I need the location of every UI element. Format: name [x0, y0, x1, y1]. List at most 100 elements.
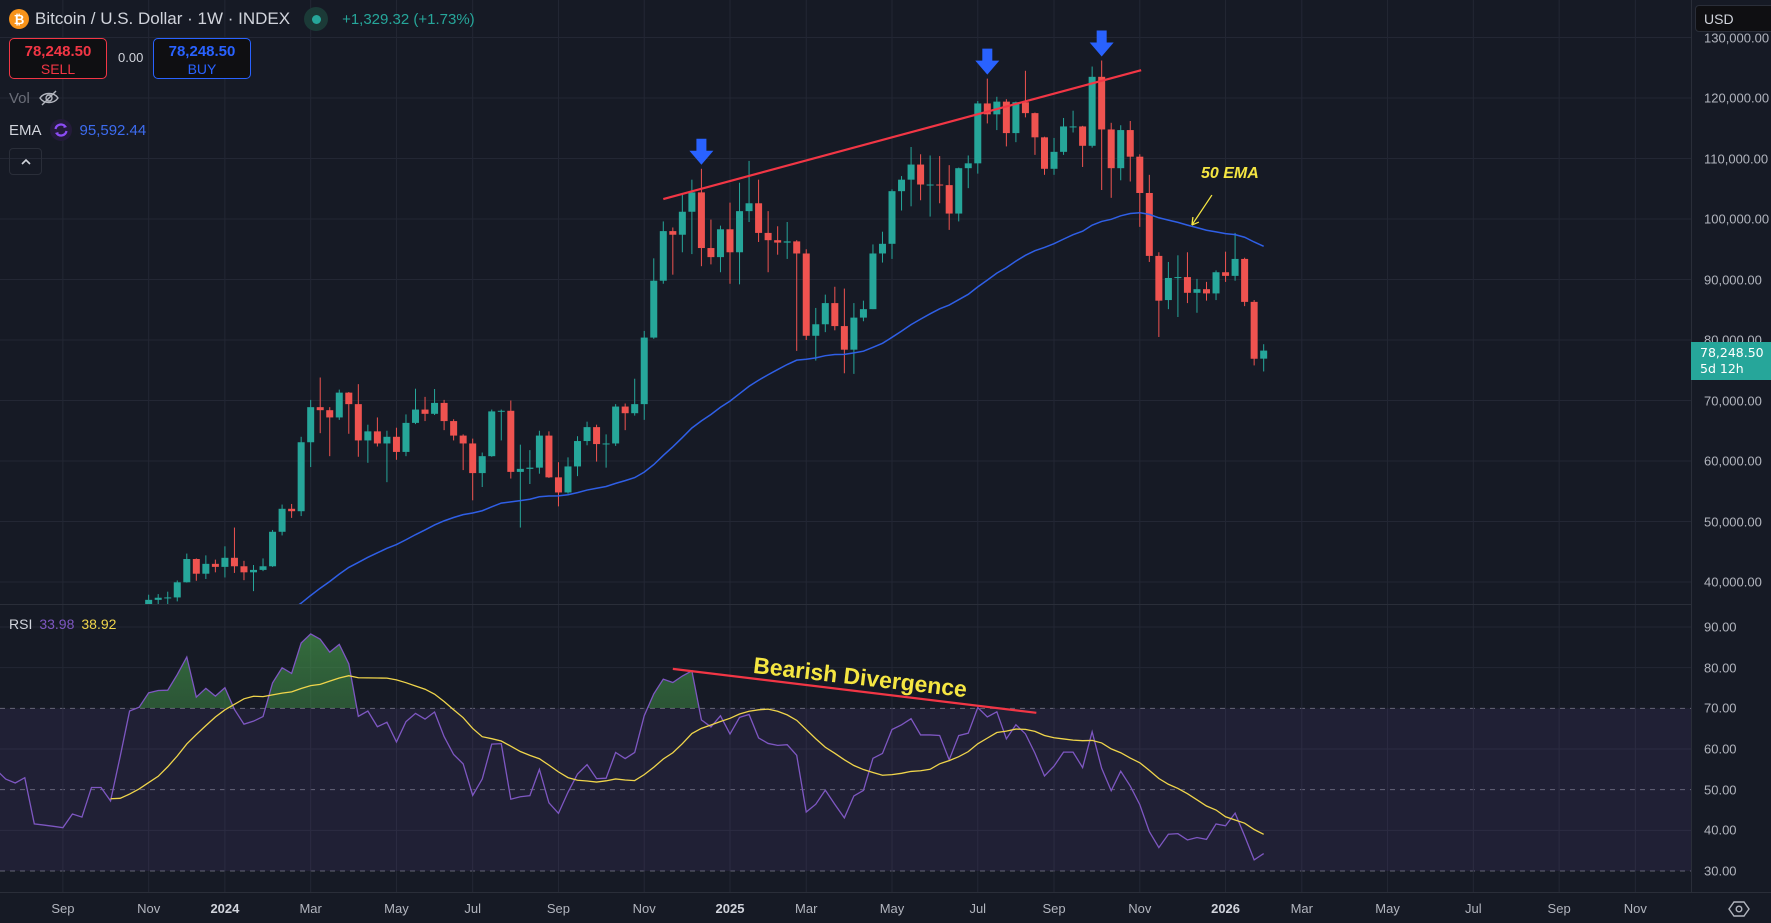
candle-body	[1164, 277, 1172, 301]
candle-body	[230, 557, 238, 567]
candle	[117, 640, 124, 662]
candle-body	[326, 410, 334, 418]
time-axis[interactable]: Sep Nov 2024 Mar May Jul Sep Nov 2025 Mar May Jul Se…	[0, 892, 1771, 923]
candle-body	[964, 163, 972, 169]
eye-crossed-icon[interactable]	[38, 89, 60, 107]
candle	[907, 147, 915, 207]
down-arrow-marker-icon	[689, 138, 714, 165]
candle-body	[478, 456, 486, 474]
price-tick-label: 40,000.00	[1704, 574, 1762, 590]
gear-icon[interactable]	[1728, 900, 1750, 918]
candle-body	[250, 569, 257, 573]
ema-indicator-legend[interactable]: EMA 95,592.44	[9, 119, 146, 141]
candle	[926, 155, 934, 217]
candle-body	[1183, 277, 1191, 293]
candle-body	[1174, 277, 1182, 279]
candle	[40, 662, 47, 668]
buy-button[interactable]: 78,248.50 BUY	[153, 38, 251, 79]
candle	[774, 226, 782, 255]
candle-body	[564, 466, 572, 493]
candle-body	[869, 253, 877, 310]
candle	[764, 211, 772, 273]
time-tick-label: 2026	[1211, 901, 1241, 916]
candle-body	[1012, 102, 1020, 134]
candle	[993, 96, 1001, 131]
candle-body	[859, 309, 867, 318]
candle-body	[755, 203, 763, 233]
sell-button[interactable]: 78,248.50 SELL	[9, 38, 107, 79]
candle-body	[307, 407, 315, 443]
candle	[812, 307, 820, 361]
candle-body	[907, 164, 915, 180]
candle-body	[736, 211, 744, 253]
buy-label: BUY	[187, 61, 217, 77]
candle-body	[335, 392, 343, 418]
time-tick-label: 2025	[715, 901, 745, 916]
candle	[955, 167, 963, 222]
time-tick-label: Nov	[632, 901, 656, 916]
vol-label: Vol	[9, 89, 30, 107]
candle-body	[1155, 255, 1163, 301]
candle	[1193, 278, 1201, 313]
candle-body	[1050, 151, 1058, 169]
collapse-legend-button[interactable]	[9, 148, 42, 175]
candle-body	[98, 655, 105, 656]
candle-body	[764, 232, 772, 241]
candle-body	[697, 192, 705, 249]
market-status-icon[interactable]	[304, 7, 329, 31]
candle	[326, 407, 334, 457]
candle-body	[164, 597, 172, 599]
time-tick-label: May	[1375, 901, 1400, 916]
candle	[1260, 344, 1268, 372]
candle-body	[1250, 301, 1258, 359]
candle-body	[240, 566, 248, 573]
candle-body	[450, 421, 458, 436]
candle	[1231, 232, 1239, 281]
candle-body	[974, 103, 982, 164]
candle	[669, 227, 677, 275]
candle-body	[1117, 130, 1125, 169]
candle-body	[431, 402, 439, 414]
candle-body	[1126, 130, 1134, 157]
rsi-band-fill	[0, 708, 1691, 872]
price-tick-label: 130,000.00	[1704, 30, 1770, 45]
candle-body	[192, 559, 200, 574]
candle-body	[1098, 76, 1106, 130]
candle	[898, 176, 906, 211]
candle-body	[383, 436, 391, 444]
chart-canvas[interactable]	[0, 0, 1691, 892]
candle-body	[1222, 272, 1230, 276]
candle	[297, 436, 305, 517]
candle-body	[183, 559, 191, 583]
candle-body	[31, 646, 38, 666]
candle	[1155, 252, 1163, 337]
candle	[526, 450, 534, 484]
candle	[345, 392, 353, 434]
price-tick-label: 120,000.00	[1704, 90, 1770, 106]
time-tick-label: Mar	[299, 901, 322, 916]
candle	[716, 225, 724, 273]
candle	[383, 430, 391, 483]
candle	[1174, 255, 1182, 318]
currency-dropdown[interactable]: USD	[1695, 5, 1771, 32]
price-axis[interactable]: 130,000.00 120,000.00 110,000.00 100,000.00…	[1691, 0, 1771, 892]
candle-body	[631, 404, 639, 414]
candle	[678, 194, 686, 253]
candle-body	[297, 442, 305, 512]
candle-body	[78, 664, 85, 665]
candle-body	[412, 409, 420, 423]
vol-indicator-legend[interactable]: Vol	[9, 89, 60, 107]
candle-body	[888, 191, 896, 244]
price-tick-label: 50,000.00	[1704, 514, 1762, 529]
rsi-tick-label: 60.00	[1704, 741, 1737, 757]
symbol-legend[interactable]: ₿ Bitcoin / U.S. Dollar · 1W · INDEX +1,…	[9, 7, 475, 31]
candle-body	[1136, 156, 1144, 193]
candle	[421, 396, 429, 422]
symbol-title: Bitcoin / U.S. Dollar · 1W · INDEX	[35, 9, 291, 28]
refresh-icon[interactable]	[49, 119, 72, 141]
candle-body	[574, 441, 582, 467]
candle	[755, 179, 763, 242]
candle-body	[440, 402, 448, 422]
rsi-legend[interactable]: RSI 33.98 38.92	[9, 616, 116, 632]
rsi-tick-label: 70.00	[1704, 700, 1737, 716]
